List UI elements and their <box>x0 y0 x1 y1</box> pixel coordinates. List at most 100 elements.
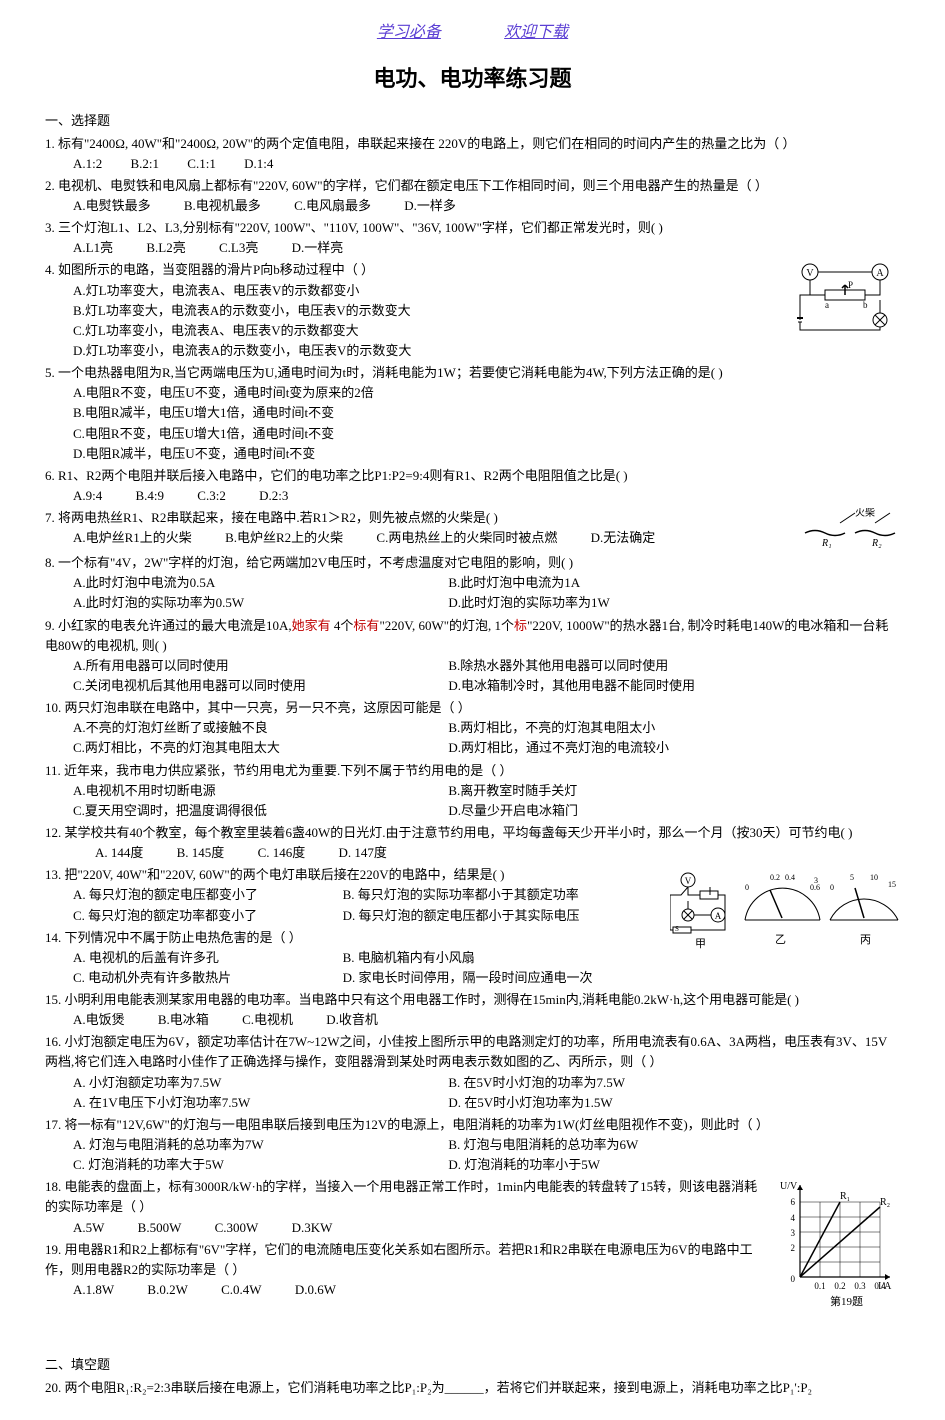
q6-opt-a: A.9:4 <box>73 486 102 506</box>
q8-options: A.此时灯泡中电流为0.5A B.此时灯泡中电流为1A A.此时灯泡的实际功率为… <box>45 573 900 613</box>
q11-opt-d: D.尽量少开启电冰箱门 <box>448 801 820 821</box>
q16-opt-b: B. 在5V时小灯泡的功率为7.5W <box>448 1073 820 1093</box>
svg-text:3: 3 <box>814 876 818 885</box>
q1-opt-a: A.1:2 <box>73 154 102 174</box>
q2-opt-d: D.一样多 <box>404 196 456 216</box>
q7-opt-d: D.无法确定 <box>591 528 656 548</box>
q12-options: A. 144度 B. 145度 C. 146度 D. 147度 <box>45 843 900 863</box>
q15-opt-d: D.收音机 <box>326 1010 378 1030</box>
q5-opt-a: A.电阻R不变，电压U不变，通电时间t变为原来的2倍 <box>45 383 900 403</box>
q16-opt-d: D. 在5V时小灯泡功率为1.5W <box>448 1093 820 1113</box>
q19-caption: 第19题 <box>830 1294 863 1307</box>
q18-opt-c: C.300W <box>215 1218 259 1238</box>
q4-opt-a: A.灯L功率变大，电流表A、电压表V的示数都变小 <box>45 281 900 301</box>
q15-opt-a: A.电饭煲 <box>73 1010 125 1030</box>
q14-opt-b: B. 电脑机箱内有小风扇 <box>343 948 609 968</box>
q14-opt-d: D. 家电长时间停用，隔一段时间应通电一次 <box>343 968 609 988</box>
q16-opt-a: A. 小灯泡额定功率为7.5W <box>73 1073 445 1093</box>
q16-text: 16. 小灯泡额定电压为6V，额定功率估计在7W~12W之间，小佳按上图所示甲的… <box>45 1032 900 1072</box>
q19-graph-figure: U/V I/A 0 2 3 4 6 0.1 0.2 0.3 0.4 R₁ R₂ … <box>780 1177 900 1307</box>
link-download[interactable]: 欢迎下载 <box>504 24 568 41</box>
q12-opt-b: B. 145度 <box>177 843 225 863</box>
svg-text:V: V <box>685 876 692 886</box>
q1-opt-b: B.2:1 <box>131 154 160 174</box>
svg-text:3: 3 <box>791 1228 796 1238</box>
q16-options: A. 小灯泡额定功率为7.5W B. 在5V时小灯泡的功率为7.5W A. 在1… <box>45 1073 900 1113</box>
link-study[interactable]: 学习必备 <box>377 24 441 41</box>
q10-options: A.不亮的灯泡灯丝断了或接触不良 B.两灯相比，不亮的灯泡其电阻太小 C.两灯相… <box>45 718 900 758</box>
q10-opt-c: C.两灯相比，不亮的灯泡其电阻太大 <box>73 738 445 758</box>
q17-opt-b: B. 灯泡与电阻消耗的总功率为6W <box>448 1135 820 1155</box>
q16-opt-c: A. 在1V电压下小灯泡功率7.5W <box>73 1093 445 1113</box>
q3-text: 3. 三个灯泡L1、L2、L3,分别标有"220V, 100W"、"110V, … <box>45 218 900 238</box>
q18-opt-b: B.500W <box>138 1218 182 1238</box>
q17-text: 17. 将一标有"12V,6W"的灯泡与一电阻串联后接到电压为12V的电源上，电… <box>45 1115 900 1135</box>
svg-text:P: P <box>848 280 853 290</box>
svg-text:b: b <box>863 300 868 310</box>
q6-text: 6. R1、R2两个电阻并联后接入电路中，它们的电功率之比P1:P2=9:4则有… <box>45 466 900 486</box>
svg-text:R₂: R₂ <box>871 538 882 548</box>
question-20: 20. 两个电阻R₁:R₂=2:3串联后接在电源上，它们消耗电功率之比P₁:P₂… <box>45 1378 900 1398</box>
q13-opt-b: B. 每只灯泡的实际功率都小于其额定功率 <box>343 885 609 905</box>
q2-opt-b: B.电视机最多 <box>184 196 261 216</box>
q17-opt-d: D. 灯泡消耗的功率小于5W <box>448 1155 820 1175</box>
q15-opt-b: B.电冰箱 <box>158 1010 209 1030</box>
q15-text: 15. 小明利用电能表测某家用电器的电功率。当电路中只有这个用电器工作时，测得在… <box>45 990 900 1010</box>
q11-options: A.电视机不用时切断电源 B.离开教室时随手关灯 C.夏天用空调时，把温度调得很… <box>45 781 900 821</box>
svg-text:甲: 甲 <box>695 938 706 950</box>
q4-opt-b: B.灯L功率变大，电流表A的示数变小，电压表V的示数变大 <box>45 301 900 321</box>
q4-circuit-figure: V A P a b <box>790 260 900 335</box>
q11-opt-a: A.电视机不用时切断电源 <box>73 781 445 801</box>
q8-text: 8. 一个标有"4V，2W"字样的灯泡，给它两端加2V电压时，不考虑温度对它电阻… <box>45 553 900 573</box>
question-16: 16. 小灯泡额定电压为6V，额定功率估计在7W~12W之间，小佳按上图所示甲的… <box>45 1032 900 1113</box>
question-10: 10. 两只灯泡串联在电路中，其中一只亮，另一只不亮，这原因可能是（ ） A.不… <box>45 698 900 758</box>
q9-opt-d: D.电冰箱制冷时，其他用电器不能同时使用 <box>448 676 820 696</box>
header-links: 学习必备 欢迎下载 <box>45 20 900 46</box>
svg-text:0.1: 0.1 <box>814 1281 825 1291</box>
q5-opt-b: B.电阻R减半，电压U增大1倍，通电时间t不变 <box>45 403 900 423</box>
svg-text:S: S <box>675 925 679 933</box>
q3-opt-d: D.一样亮 <box>292 238 344 258</box>
q2-text: 2. 电视机、电熨铁和电风扇上都标有"220V, 60W"的字样，它们都在额定电… <box>45 176 900 196</box>
q12-opt-a: A. 144度 <box>95 843 143 863</box>
q5-opt-d: D.电阻R减半，电压U不变，通电时间t不变 <box>45 444 900 464</box>
q4-opt-c: C.灯L功率变小，电流表A、电压表V的示数都变大 <box>45 321 900 341</box>
q5-opt-c: C.电阻R不变，电压U增大1倍，通电时间t不变 <box>45 424 900 444</box>
svg-text:丙: 丙 <box>860 934 871 946</box>
q9-opt-a: A.所有用电器可以同时使用 <box>73 656 445 676</box>
q18-text: 18. 电能表的盘面上，标有3000R/kW·h的字样，当接入一个用电器正常工作… <box>45 1177 900 1217</box>
svg-text:A: A <box>876 268 884 279</box>
q4-text: 4. 如图所示的电路，当变阻器的滑片P向b移动过程中（ ） <box>45 260 900 280</box>
question-18: 18. 电能表的盘面上，标有3000R/kW·h的字样，当接入一个用电器正常工作… <box>45 1177 900 1237</box>
svg-text:0: 0 <box>791 1274 796 1284</box>
q19-text: 19. 用电器R1和R2上都标有"6V"字样，它们的电流随电压变化关系如右图所示… <box>45 1240 765 1280</box>
q11-opt-b: B.离开教室时随手关灯 <box>448 781 820 801</box>
svg-text:15: 15 <box>888 880 896 889</box>
question-7: 7. 将两电热丝R1、R2串联起来，接在电路中.若R1＞R2，则先被点燃的火柴是… <box>45 508 900 548</box>
q12-text: 12. 某学校共有40个教室，每个教室里装着6盏40W的日光灯.由于注意节约用电… <box>45 823 900 843</box>
question-1: 1. 标有"2400Ω, 40W"和"2400Ω, 20W"的两个定值电阻，串联… <box>45 134 900 174</box>
svg-text:6: 6 <box>791 1197 796 1207</box>
q3-opt-b: B.L2亮 <box>146 238 185 258</box>
q1-options: A.1:2 B.2:1 C.1:1 D.1:4 <box>45 154 900 174</box>
question-3: 3. 三个灯泡L1、L2、L3,分别标有"220V, 100W"、"110V, … <box>45 218 900 258</box>
svg-text:0: 0 <box>745 883 749 892</box>
q9-text: 9. 小红家的电表允许通过的最大电流是10A,她家有 4个标有"220V, 60… <box>45 616 900 656</box>
svg-text:U/V: U/V <box>780 1181 798 1192</box>
question-2: 2. 电视机、电熨铁和电风扇上都标有"220V, 60W"的字样，它们都在额定电… <box>45 176 900 216</box>
q7-options: A.电炉丝R1上的火柴 B.电炉丝R2上的火柴 C.两电热丝上的火柴同时被点燃 … <box>45 528 900 548</box>
q19-opt-b: B.0.2W <box>147 1280 187 1300</box>
question-4: 4. 如图所示的电路，当变阻器的滑片P向b移动过程中（ ） A.灯L功率变大，电… <box>45 260 900 361</box>
question-11: 11. 近年来，我市电力供应紧张，节约用电尤为重要.下列不属于节约用电的是（ ）… <box>45 761 900 821</box>
q10-opt-d: D.两灯相比，通过不亮灯泡的电流较小 <box>448 738 820 758</box>
q1-text: 1. 标有"2400Ω, 40W"和"2400Ω, 20W"的两个定值电阻，串联… <box>45 134 900 154</box>
q13-opt-a: A. 每只灯泡的额定电压都变小了 <box>73 885 339 905</box>
q13-opt-c: C. 每只灯泡的额定功率都变小了 <box>73 906 339 926</box>
q9-options: A.所有用电器可以同时使用 B.除热水器外其他用电器可以同时使用 C.关闭电视机… <box>45 656 900 696</box>
q18-options: A.5W B.500W C.300W D.3KW <box>45 1218 900 1238</box>
q7-figure: 火柴 R₁ R₂ <box>800 508 900 548</box>
q17-options: A. 灯泡与电阻消耗的总功率为7W B. 灯泡与电阻消耗的总功率为6W C. 灯… <box>45 1135 900 1175</box>
q18-opt-a: A.5W <box>73 1218 104 1238</box>
svg-text:火柴: 火柴 <box>855 508 875 519</box>
q5-text: 5. 一个电热器电阻为R,当它两端电压为U,通电时间为t时，消耗电能为1W；若要… <box>45 363 900 383</box>
